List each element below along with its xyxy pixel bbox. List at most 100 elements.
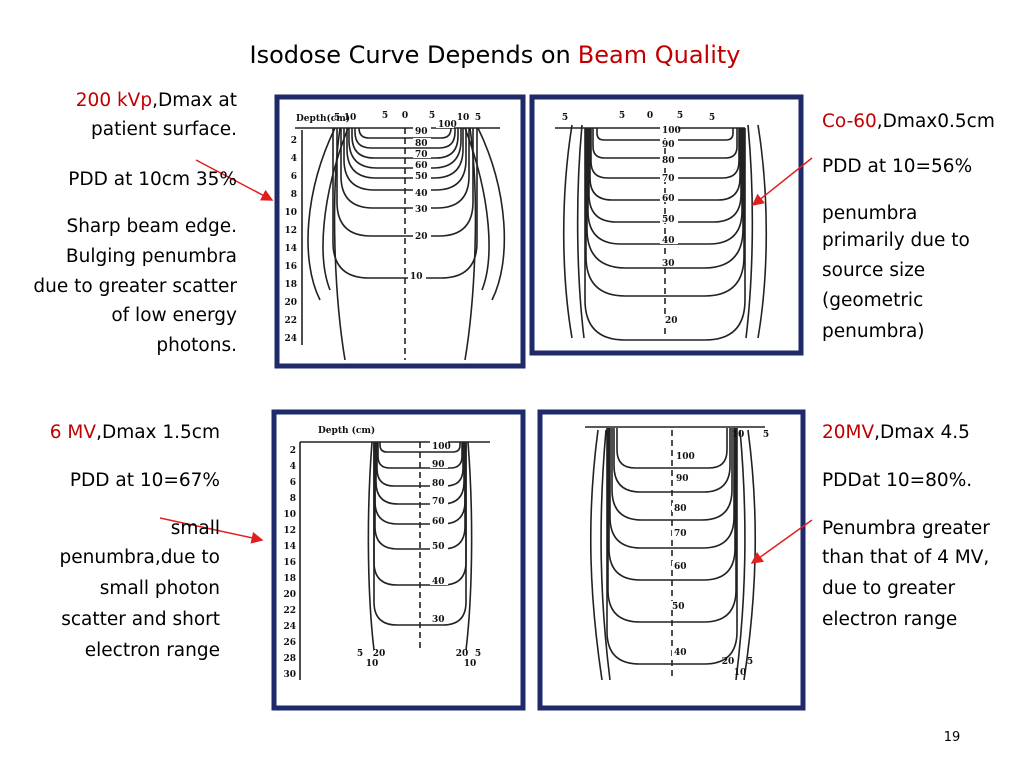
- line-text: photons.: [156, 335, 237, 356]
- text-line: patient surface.: [91, 119, 237, 140]
- isodose-curve: [373, 442, 467, 586]
- text-line: penumbra: [822, 203, 917, 224]
- label-bg: [430, 541, 448, 550]
- slide-title: Isodose Curve Depends on Beam Quality: [250, 41, 741, 69]
- isodose-curve: [613, 428, 731, 493]
- label-bg: [672, 528, 690, 537]
- isodose-curve: [346, 128, 464, 179]
- isodose-label: 30: [662, 259, 675, 269]
- line-text: PDD at 10=56%: [822, 156, 972, 177]
- label-bg: [660, 214, 678, 223]
- penumbra-curve: [745, 124, 754, 339]
- depth-label: 16: [283, 558, 296, 568]
- isodose-label: 80: [674, 504, 687, 514]
- text-line: 20MV,Dmax 4.5: [822, 422, 970, 443]
- isodose-curve: [343, 128, 467, 191]
- penumbra-curve: [307, 127, 336, 301]
- penumbra-curve: [576, 124, 585, 339]
- isodose-curve: [379, 442, 461, 453]
- edge-label: 10: [464, 659, 477, 669]
- text-line: (geometric: [822, 290, 923, 311]
- title-highlight: Beam Quality: [578, 41, 741, 69]
- edge-label: 20: [373, 649, 386, 659]
- depth-label: 12: [283, 526, 296, 536]
- penumbra-curve: [322, 127, 349, 291]
- text-line: source size: [822, 260, 925, 281]
- text-line: small photon: [100, 578, 220, 599]
- line-text: electron range: [822, 609, 957, 630]
- label-bg: [430, 516, 448, 525]
- isodose-label: 90: [676, 474, 689, 484]
- isodose-curve: [340, 128, 470, 209]
- text-line: PDD at 10=56%: [822, 156, 972, 177]
- label-bg: [660, 173, 678, 182]
- depth-label: 30: [283, 670, 296, 680]
- penumbra-curve: [735, 429, 746, 681]
- isodose-curve: [358, 127, 452, 139]
- edge-label: 5: [709, 113, 715, 123]
- penumbra-curve: [757, 124, 768, 339]
- label-bg: [430, 496, 448, 505]
- highlight-text: Co-60: [822, 111, 877, 132]
- highlight-text: 6 MV: [50, 422, 97, 443]
- isodose-label: 10: [410, 272, 423, 282]
- depth-label: 20: [284, 298, 297, 308]
- text-line: due to greater scatter: [33, 276, 237, 297]
- label-bg: [413, 171, 431, 180]
- line-text: ,Dmax0.5cm: [877, 111, 995, 132]
- isodose-curve: [375, 442, 465, 505]
- isodose-label: 100: [432, 442, 451, 452]
- penumbra-curve: [367, 441, 375, 651]
- line-text: ,Dmax 1.5cm: [96, 422, 220, 443]
- line-text: due to greater: [822, 578, 955, 599]
- line-text: PDDat 10=80%.: [822, 470, 972, 491]
- label-bg: [672, 647, 690, 656]
- edge-label: 5: [747, 657, 753, 667]
- penumbra-curve: [562, 124, 573, 339]
- line-text: Bulging penumbra: [66, 246, 237, 267]
- figure-drawings: [159, 124, 813, 681]
- penumbra-curve: [600, 429, 611, 681]
- text-line: small: [171, 518, 220, 539]
- isodose-curve: [586, 128, 744, 269]
- label-bg: [672, 503, 690, 512]
- depth-label: 2: [291, 136, 297, 146]
- isodose-curve: [608, 428, 736, 581]
- edge-label: 0: [647, 111, 653, 121]
- axis-label: Depth(cm): [296, 113, 350, 124]
- depth-label: 22: [283, 606, 296, 616]
- edge-label: 10: [457, 113, 470, 123]
- line-text: (geometric: [822, 290, 923, 311]
- line-text: than that of 4 MV,: [822, 547, 989, 568]
- isodose-curve: [607, 428, 737, 623]
- text-line: electron range: [85, 640, 220, 661]
- label-bg: [660, 155, 678, 164]
- depth-label: 6: [291, 172, 297, 182]
- label-bg: [413, 149, 431, 158]
- text-line: Penumbra greater: [822, 518, 990, 539]
- isodose-label: 20: [665, 316, 678, 326]
- isodose-label: 60: [662, 194, 675, 204]
- label-bg: [663, 315, 681, 324]
- line-text: due to greater scatter: [33, 276, 237, 297]
- isodose-label: 50: [662, 215, 675, 225]
- line-text: of low energy: [111, 305, 237, 326]
- isodose-label: 100: [676, 452, 695, 462]
- edge-label: 5: [562, 113, 568, 123]
- label-bg: [413, 138, 431, 147]
- isodose-curve: [377, 442, 463, 469]
- line-text: ,Dmax 4.5: [874, 422, 970, 443]
- isodose-label: 50: [432, 542, 445, 552]
- isodose-label: 40: [415, 189, 428, 199]
- isodose-curve: [332, 128, 478, 279]
- page-number: 19: [944, 730, 961, 745]
- isodose-label: 90: [662, 140, 675, 150]
- isodose-label: 60: [415, 161, 428, 171]
- title-text: Isodose Curve Depends on: [250, 41, 571, 69]
- figure-frame: [274, 94, 526, 369]
- isodose-label: 80: [432, 479, 445, 489]
- isodose-label: 50: [415, 172, 428, 182]
- isodose-label: 30: [415, 205, 428, 215]
- label-bg: [660, 139, 678, 148]
- label-bg: [672, 561, 690, 570]
